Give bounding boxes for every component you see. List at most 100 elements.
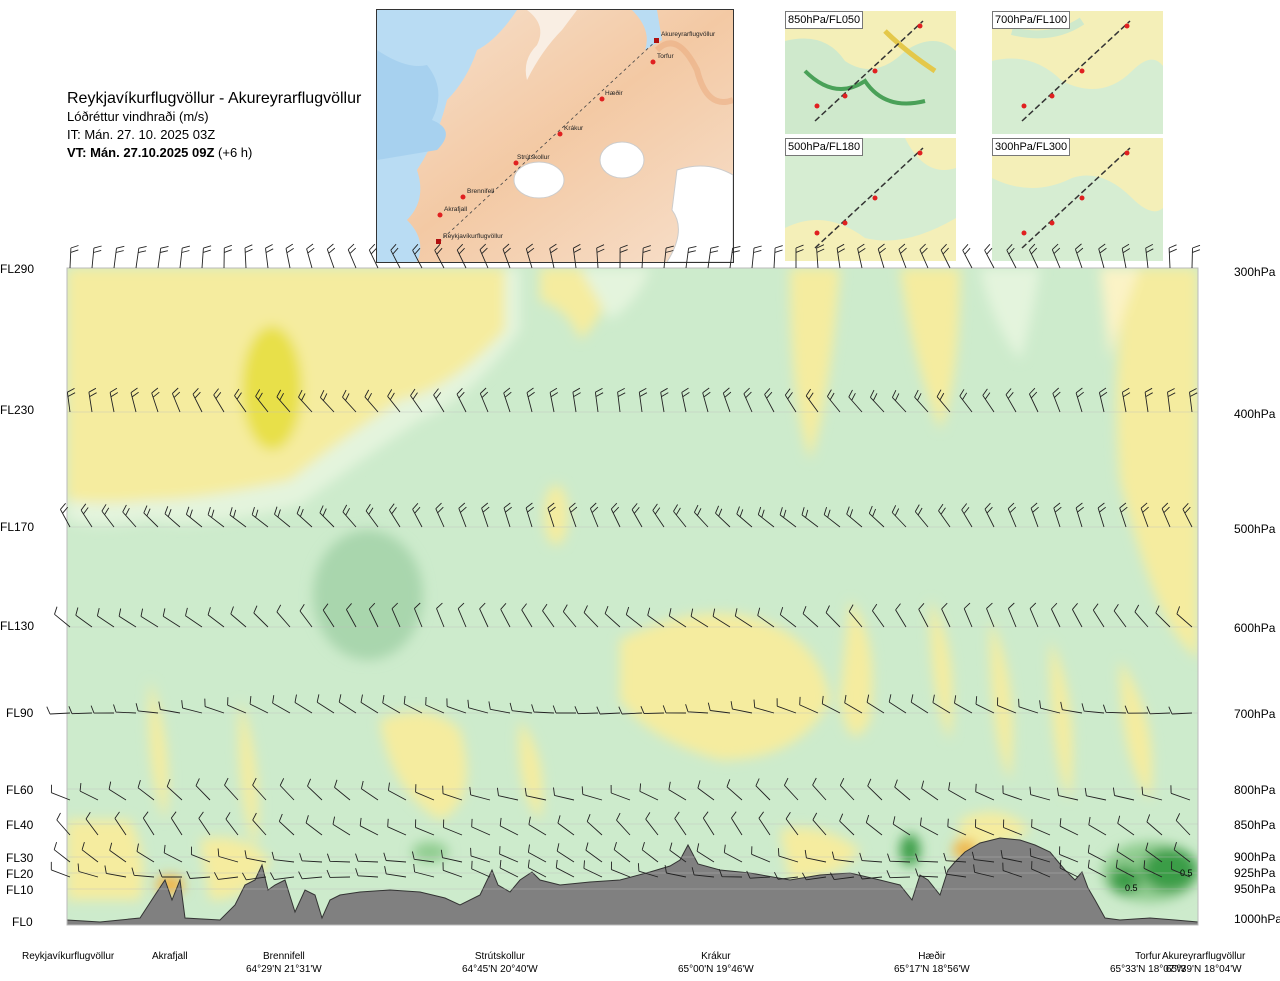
station-coord: 65°17'N 18°56'W	[894, 964, 970, 975]
wind-barb	[848, 604, 863, 628]
wind-barb	[668, 781, 687, 801]
wind-barb	[1189, 388, 1198, 413]
station-krakur: Krákur 65°00'N 19°46'W	[678, 950, 754, 976]
wind-barb	[1003, 819, 1023, 836]
wind-barb	[198, 811, 211, 836]
wind-barb	[467, 699, 489, 714]
wind-barb	[640, 706, 665, 715]
wind-barb	[1113, 603, 1127, 628]
wind-barb	[751, 846, 771, 863]
wind-barb	[69, 245, 79, 269]
wind-barb	[731, 811, 743, 836]
wind-barb	[553, 787, 575, 801]
wind-barb	[355, 853, 379, 863]
wind-barb	[1112, 787, 1135, 801]
wind-barb	[368, 602, 379, 628]
station-name: Hæðir	[918, 951, 946, 962]
wind-barb	[596, 706, 621, 715]
wind-barb	[839, 778, 855, 801]
wind-barb	[135, 245, 147, 269]
wind-barb	[104, 865, 127, 878]
wind-barb	[342, 504, 357, 528]
wind-barb	[207, 607, 225, 628]
wind-barb	[471, 860, 491, 878]
wind-barb	[816, 244, 825, 269]
wind-barb	[914, 504, 929, 528]
station-torfur: Torfur 65°33'N 18°07'W	[1110, 950, 1186, 976]
wind-barb	[1171, 861, 1191, 878]
wind-barb	[118, 608, 137, 628]
wind-barb	[368, 243, 379, 269]
wind-barb	[638, 388, 648, 413]
wind-barb	[272, 695, 291, 714]
wind-barb	[1018, 698, 1039, 714]
wind-barb	[691, 867, 715, 878]
wind-barb	[758, 811, 771, 836]
wind-barbs	[46, 243, 1201, 881]
wind-barb	[1088, 816, 1107, 836]
wind-barb	[137, 779, 155, 801]
wind-barb	[846, 506, 863, 528]
wind-barb	[547, 502, 556, 528]
wind-barb	[718, 869, 743, 878]
wind-barb	[583, 860, 603, 878]
wind-barb	[347, 243, 357, 269]
hpa-label-400: 400hPa	[1234, 407, 1276, 421]
wind-barb	[660, 387, 669, 413]
map-label-akrafjall: Akrafjall	[444, 206, 468, 213]
wind-barb	[1087, 844, 1107, 863]
wind-barb	[802, 606, 819, 628]
wind-barb	[914, 389, 929, 413]
wind-barb	[1191, 244, 1201, 269]
wind-barb	[1029, 786, 1051, 801]
wind-barb	[299, 853, 323, 863]
wind-barb	[1005, 388, 1017, 413]
wind-barb	[1060, 701, 1083, 714]
wind-barb	[730, 701, 753, 714]
wind-barb	[298, 871, 323, 880]
wind-barb	[542, 603, 555, 628]
wind-barb	[613, 841, 631, 863]
wind-barb	[619, 244, 628, 269]
wind-barb	[382, 695, 401, 714]
wind-barb	[877, 243, 886, 269]
wind-barb	[1115, 859, 1135, 878]
wind-barb	[857, 243, 866, 269]
wind-barb	[1134, 604, 1149, 628]
wind-barb	[637, 863, 659, 878]
wind-barb	[866, 694, 885, 714]
wind-barb	[365, 503, 379, 528]
wind-barb	[319, 390, 335, 413]
wind-barb	[360, 780, 379, 801]
wind-barb	[572, 387, 581, 413]
wind-barb	[625, 606, 643, 628]
wind-barb	[948, 782, 967, 801]
wind-barb	[743, 387, 753, 413]
wind-barb	[1075, 387, 1084, 413]
wind-barb	[158, 701, 181, 714]
wind-barb	[757, 506, 775, 528]
wind-barb	[50, 784, 71, 801]
wind-barb	[75, 607, 93, 628]
wind-barb	[1098, 387, 1108, 413]
wind-barb	[434, 244, 445, 269]
wind-barb	[1007, 602, 1017, 628]
wind-barb	[531, 704, 555, 714]
wind-barb	[868, 505, 885, 528]
wind-barb	[471, 818, 491, 836]
wind-barb	[556, 843, 575, 863]
wind-barb	[984, 502, 995, 528]
map-label-haedir: Hæðir	[605, 89, 624, 97]
wind-barb	[359, 817, 379, 836]
terrain-profile	[67, 837, 1198, 925]
wind-barb	[389, 503, 401, 528]
wind-barb	[1146, 706, 1171, 715]
wind-barb	[470, 847, 491, 863]
wind-barb	[252, 812, 267, 836]
wind-barb	[975, 783, 995, 801]
wind-barb	[549, 243, 558, 269]
wind-barb	[641, 245, 651, 269]
wind-barb	[1161, 502, 1171, 528]
map-label-torfur: Torfur	[657, 53, 674, 60]
wind-barb	[596, 244, 605, 269]
